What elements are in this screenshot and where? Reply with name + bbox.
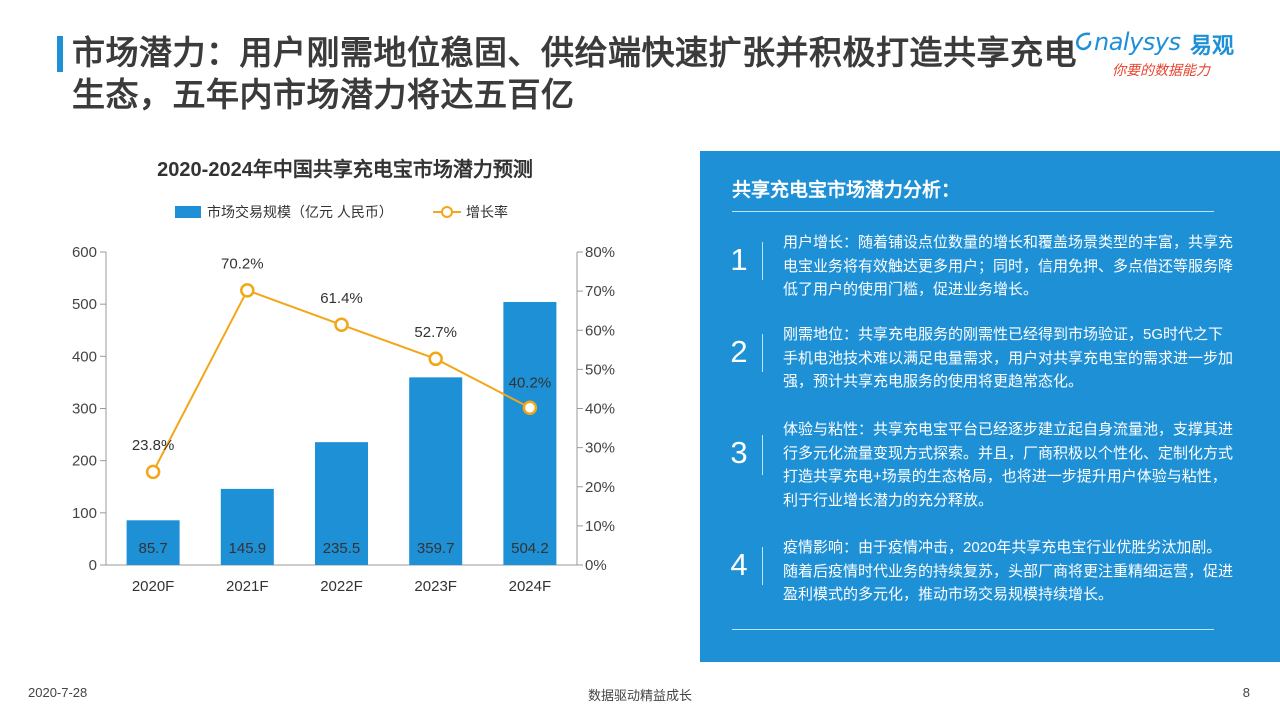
footer-date: 2020-7-28: [28, 685, 88, 700]
x-tick-label: 2020F: [132, 578, 175, 595]
y-left-tick-label: 500: [72, 296, 97, 313]
growth-value-label: 70.2%: [221, 255, 264, 272]
legend-bar-label: 市场交易规模（亿元 人民币）: [207, 204, 393, 220]
item-number: 1: [730, 242, 748, 277]
item-divider: [762, 334, 763, 372]
bar-2021F: [220, 488, 274, 565]
legend-bar-swatch: [175, 206, 201, 218]
bar-value-label: 85.7: [138, 540, 167, 557]
growth-value-label: 61.4%: [320, 290, 363, 307]
logo-swoosh-icon: [1076, 32, 1092, 51]
chart-title: 2020-2024年中国共享充电宝市场潜力预测: [157, 157, 533, 181]
y-right-tick-label: 80%: [585, 244, 615, 261]
y-right-tick-label: 60%: [585, 322, 615, 339]
y-left-tick-label: 100: [72, 505, 97, 522]
panel-divider-bottom: [732, 629, 1214, 630]
bar-value-label: 235.5: [323, 540, 361, 557]
bar-2022F: [315, 442, 368, 565]
panel-title: 共享充电宝市场潜力分析：: [732, 180, 961, 201]
growth-point-2024F: [522, 400, 538, 415]
item-number: 2: [730, 334, 748, 369]
bar-2020F: [126, 520, 180, 565]
item-divider: [762, 242, 763, 280]
bar-2023F: [409, 377, 463, 565]
item-divider: [762, 547, 763, 585]
title-accent-bar: [57, 36, 63, 72]
growth-value-label: 23.8%: [132, 437, 175, 454]
item-number: 4: [730, 547, 748, 582]
y-left-tick-label: 0: [89, 557, 97, 574]
item-text: 疫情影响：由于疫情冲击，2020年共享充电宝行业优胜劣汰加剧。随着后疫情时代业务…: [783, 539, 1234, 603]
panel-divider-top: [732, 211, 1214, 212]
logo-english: nalysys: [1094, 28, 1181, 56]
y-left-tick-label: 300: [72, 401, 97, 418]
y-right-tick-label: 20%: [585, 479, 615, 496]
y-left-tick-label: 600: [72, 244, 97, 261]
x-tick-label: 2023F: [414, 578, 457, 595]
page-title: 市场潜力：用户刚需地位稳固、供给端快速扩张并积极打造共享充电生态，五年内市场潜力…: [72, 34, 1077, 113]
y-right-tick-label: 10%: [585, 518, 615, 535]
x-tick-label: 2022F: [320, 578, 363, 595]
bar-2024F: [503, 301, 557, 565]
growth-point-2020F: [145, 464, 161, 480]
analysis-panel: 共享充电宝市场潜力分析： 1 用户增长：随着铺设点位数量的增长和覆盖场景类型的丰…: [700, 151, 1280, 662]
y-right-tick-label: 30%: [585, 440, 615, 457]
item-text: 用户增长：随着铺设点位数量的增长和覆盖场景类型的丰富，共享充电宝业务将有效触达更…: [783, 234, 1234, 298]
item-text: 刚需地位：共享充电服务的刚需性已经得到市场验证，5G时代之下手机电池技术难以满足…: [783, 326, 1234, 390]
analysys-logo: nalysys 易观 你要的数据能力: [1076, 28, 1254, 84]
x-tick-label: 2024F: [509, 578, 552, 595]
bar-value-label: 145.9: [229, 540, 267, 557]
y-right-tick-label: 40%: [585, 401, 615, 418]
item-number: 3: [730, 435, 748, 470]
item-divider: [762, 435, 763, 475]
growth-point-2021F: [240, 283, 255, 298]
growth-point-2023F: [428, 351, 443, 367]
footer-slogan: 数据驱动精益成长: [587, 688, 692, 703]
logo-slogan: 你要的数据能力: [1112, 62, 1210, 78]
logo-chinese: 易观: [1190, 33, 1235, 58]
legend-line-label: 增长率: [466, 204, 508, 220]
y-right-tick-label: 0%: [585, 557, 607, 574]
item-text: 体验与粘性：共享充电宝平台已经逐步建立起自身流量池，支撑其进行多元化流量变现方式…: [783, 421, 1234, 509]
y-right-tick-label: 50%: [585, 361, 615, 378]
legend-line-marker: [441, 206, 453, 218]
growth-point-2022F: [334, 317, 349, 333]
x-tick-label: 2021F: [226, 578, 269, 595]
y-left-tick-label: 400: [72, 348, 97, 365]
bar-value-label: 359.7: [417, 540, 455, 557]
market-potential-chart: 2020-2024年中国共享充电宝市场潜力预测市场交易规模（亿元 人民币） 增长率…: [0, 140, 690, 610]
growth-value-label: 52.7%: [414, 324, 457, 341]
growth-value-label: 40.2%: [509, 375, 552, 392]
bar-value-label: 504.2: [511, 540, 549, 557]
y-right-tick-label: 70%: [585, 283, 615, 300]
page-number: 8: [1242, 685, 1250, 700]
y-left-tick-label: 200: [72, 453, 97, 470]
